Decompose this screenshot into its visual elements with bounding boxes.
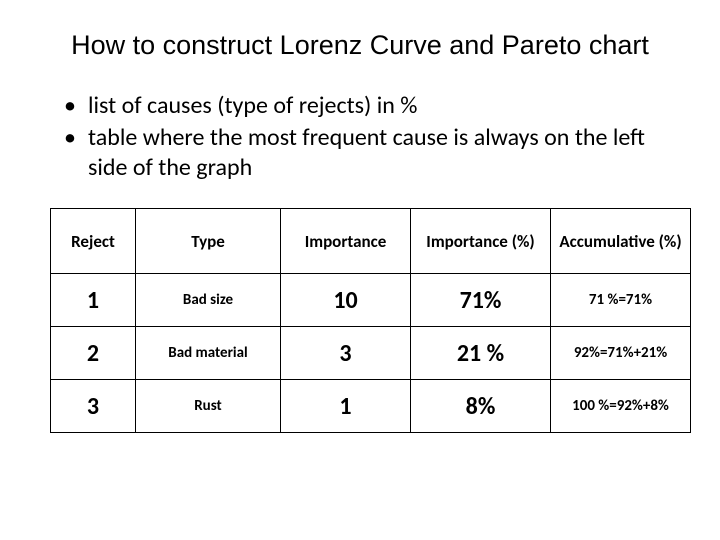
bullet-item: list of causes (type of rejects) in % xyxy=(60,91,680,121)
cell-type: Bad size xyxy=(136,274,281,327)
table-row: 2 Bad material 3 21 % 92%=71%+21% xyxy=(51,327,691,380)
table-row: 1 Bad size 10 71% 71 %=71% xyxy=(51,274,691,327)
cell-accumulative: 92%=71%+21% xyxy=(551,327,691,380)
col-header-importance-pct: Importance (%) xyxy=(411,209,551,274)
cell-importance-pct: 8% xyxy=(411,380,551,433)
col-header-accumulative: Accumulative (%) xyxy=(551,209,691,274)
cell-importance: 3 xyxy=(281,327,411,380)
cell-type: Rust xyxy=(136,380,281,433)
cell-importance-pct: 21 % xyxy=(411,327,551,380)
cell-importance: 1 xyxy=(281,380,411,433)
cell-reject: 1 xyxy=(51,274,136,327)
cell-reject: 3 xyxy=(51,380,136,433)
cell-type: Bad material xyxy=(136,327,281,380)
pareto-table: Reject Type Importance Importance (%) Ac… xyxy=(50,208,691,433)
table-header-row: Reject Type Importance Importance (%) Ac… xyxy=(51,209,691,274)
slide: How to construct Lorenz Curve and Pareto… xyxy=(0,0,720,540)
col-header-reject: Reject xyxy=(51,209,136,274)
col-header-type: Type xyxy=(136,209,281,274)
cell-importance: 10 xyxy=(281,274,411,327)
cell-importance-pct: 71% xyxy=(411,274,551,327)
cell-accumulative: 100 %=92%+8% xyxy=(551,380,691,433)
table-row: 3 Rust 1 8% 100 %=92%+8% xyxy=(51,380,691,433)
col-header-importance: Importance xyxy=(281,209,411,274)
slide-title: How to construct Lorenz Curve and Pareto… xyxy=(40,30,680,61)
cell-accumulative: 71 %=71% xyxy=(551,274,691,327)
bullet-list: list of causes (type of rejects) in % ta… xyxy=(60,91,680,183)
cell-reject: 2 xyxy=(51,327,136,380)
bullet-item: table where the most frequent cause is a… xyxy=(60,123,680,183)
